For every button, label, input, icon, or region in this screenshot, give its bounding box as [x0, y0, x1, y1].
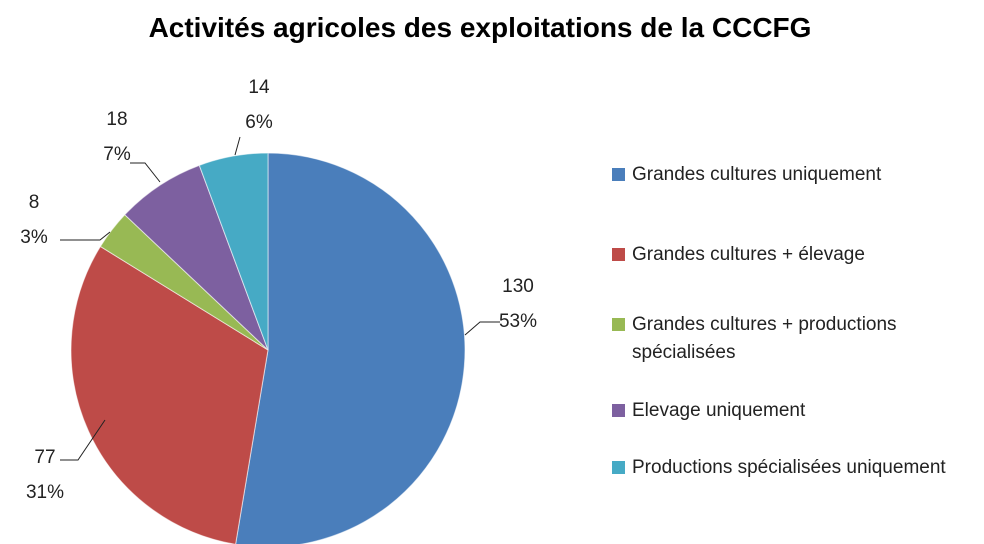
pie-slice [198, 152, 269, 351]
legend-swatch [612, 168, 625, 181]
legend-label: Grandes cultures uniquement [632, 164, 882, 185]
legend-swatch [612, 461, 625, 474]
leader-line [234, 136, 241, 156]
percent-label: 3% [20, 227, 48, 248]
legend-item: Grandes cultures + élevage [612, 241, 982, 269]
legend-label: Productions spécialisées uniquement [632, 457, 946, 478]
legend-label: Grandes cultures + productions spécialis… [632, 314, 897, 363]
chart-title: Activités agricoles des exploitations de… [148, 12, 812, 43]
legend-swatch [612, 318, 625, 331]
value-label: 130 [502, 276, 534, 297]
value-label: 8 [29, 192, 40, 213]
leader-line [464, 321, 500, 336]
pie-slice [70, 245, 269, 544]
pie-slice [235, 152, 466, 544]
legend-label: Elevage uniquement [632, 400, 806, 421]
legend-item: Productions spécialisées uniquement [612, 454, 982, 482]
legend-item: Elevage uniquement [612, 397, 982, 425]
percent-label: 6% [245, 112, 273, 133]
legend-label: Grandes cultures + élevage [632, 244, 865, 265]
legend-item: Grandes cultures + productions spécialis… [612, 311, 982, 367]
leader-line [60, 419, 106, 461]
value-label: 77 [34, 447, 55, 468]
value-label: 18 [106, 109, 127, 130]
legend-swatch [612, 404, 625, 417]
value-label: 14 [248, 77, 270, 98]
leader-line [60, 231, 111, 241]
percent-label: 53% [499, 311, 537, 332]
legend-swatch [612, 248, 625, 261]
legend-item: Grandes cultures uniquement [612, 161, 982, 189]
percent-label: 7% [103, 144, 131, 165]
percent-label: 31% [26, 482, 64, 503]
leader-line [130, 162, 161, 183]
